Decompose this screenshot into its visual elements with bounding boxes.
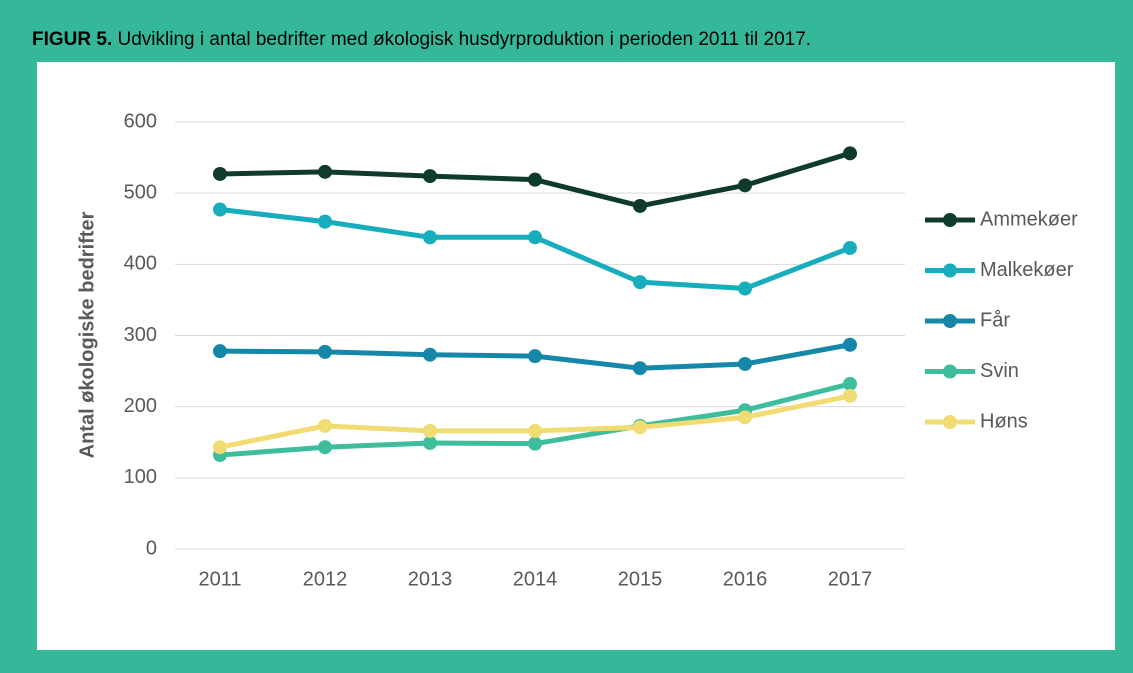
data-point (318, 440, 332, 455)
data-point (843, 376, 857, 391)
data-point (633, 361, 647, 376)
y-tick-label: 600 (124, 110, 157, 132)
data-point (738, 281, 752, 296)
data-point (213, 440, 227, 455)
data-point (423, 169, 437, 184)
data-point (528, 172, 542, 187)
data-point (738, 356, 752, 371)
data-point (633, 275, 647, 290)
y-axis-label: Antal økologiske bedrifter (76, 211, 98, 458)
data-point (528, 230, 542, 245)
y-tick-label: 200 (124, 395, 157, 417)
data-point (738, 178, 752, 193)
data-point (738, 410, 752, 425)
x-tick-label: 2013 (408, 568, 453, 590)
x-tick-label: 2011 (198, 568, 241, 590)
figure-caption: FIGUR 5. Udvikling i antal bedrifter med… (32, 29, 811, 50)
data-point (528, 349, 542, 364)
data-point (423, 230, 437, 245)
legend-marker (943, 364, 957, 379)
data-point (423, 435, 437, 450)
y-tick-label: 300 (124, 324, 157, 346)
data-point (528, 436, 542, 451)
data-point (318, 214, 332, 229)
x-tick-label: 2012 (303, 568, 348, 590)
x-tick-label: 2014 (513, 568, 558, 590)
data-point (843, 146, 857, 161)
y-tick-label: 100 (124, 466, 157, 488)
y-tick-label: 500 (124, 181, 157, 203)
data-point (633, 198, 647, 213)
data-point (213, 166, 227, 181)
legend-marker (943, 415, 957, 429)
data-point (318, 344, 332, 359)
data-point (318, 164, 332, 179)
legend-label: Svin (980, 360, 1019, 382)
data-point (213, 344, 227, 359)
legend-marker (943, 263, 957, 278)
x-tick-label: 2017 (828, 568, 873, 590)
x-tick-label: 2015 (618, 568, 663, 590)
data-point (843, 337, 857, 352)
data-point (423, 347, 437, 362)
chart-title: Udvikling i antal bedrifter med økologis… (118, 29, 812, 50)
legend-marker (943, 213, 957, 227)
data-point (213, 202, 227, 217)
y-tick-label: 0 (146, 537, 157, 559)
y-tick-label: 400 (124, 253, 157, 275)
legend-label: Får (980, 309, 1010, 331)
legend-label: Malkekøer (980, 259, 1074, 281)
data-point (843, 240, 857, 255)
legend-marker (943, 314, 957, 328)
data-point (423, 423, 437, 438)
data-point (528, 423, 542, 438)
legend-label: Ammekøer (980, 208, 1078, 230)
data-point (843, 388, 857, 403)
legend-label: Høns (980, 410, 1028, 432)
figure-label: FIGUR 5. (32, 29, 112, 50)
data-point (318, 418, 332, 433)
panel (37, 62, 1115, 650)
data-point (633, 420, 647, 435)
x-tick-label: 2016 (723, 568, 768, 590)
